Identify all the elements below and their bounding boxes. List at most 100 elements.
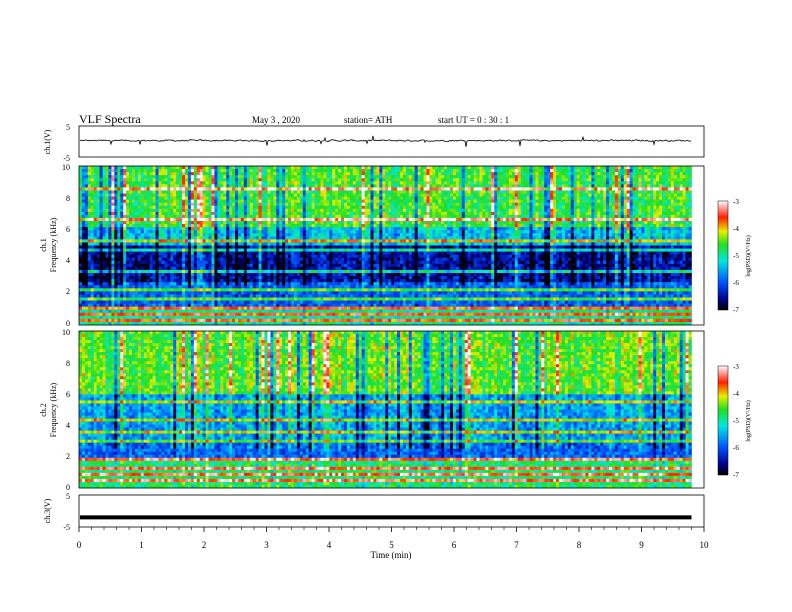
spec1-cell <box>267 193 271 197</box>
spec1-cell <box>638 181 642 185</box>
spec1-cell <box>367 217 371 222</box>
spec1-cell <box>332 193 336 197</box>
spec1-cell <box>140 184 145 188</box>
spec1-cell <box>505 190 510 194</box>
spec1-cell <box>99 184 103 188</box>
spec1-cell <box>385 224 389 228</box>
spec1-cell <box>544 196 548 200</box>
spec1-cell <box>567 227 572 231</box>
spec1-cell <box>99 208 103 213</box>
spec1-cell <box>553 236 557 240</box>
spec1-cell <box>170 169 174 173</box>
spec1-cell <box>235 187 239 191</box>
spec1-cell <box>567 233 572 237</box>
spec1-cell <box>423 199 427 203</box>
spec1-cell <box>282 227 286 231</box>
spec1-cell <box>96 221 100 225</box>
spec1-cell <box>667 214 672 219</box>
spec1-cell <box>611 184 616 188</box>
spec1-cell <box>408 199 413 203</box>
spec1-cell <box>158 187 162 191</box>
spec1-cell <box>246 181 251 185</box>
spec1-cell <box>603 214 607 219</box>
spec1-cell <box>326 172 330 176</box>
spec1-cell <box>140 224 145 228</box>
spec1-cell <box>588 208 592 213</box>
spec1-cell <box>511 172 516 176</box>
spec1-cell <box>647 214 651 219</box>
spec1-cell <box>208 208 212 213</box>
spec1-cell <box>529 208 533 213</box>
spec1-cell <box>314 181 318 185</box>
spec1-cell <box>662 199 666 203</box>
spec1-cell <box>623 236 628 240</box>
spec1-cell <box>414 193 418 197</box>
spec1-cell <box>229 178 233 182</box>
spec1-cell <box>588 230 592 234</box>
spec1-cell <box>349 208 354 213</box>
spec1-cell <box>447 233 451 237</box>
spec1-cell <box>146 214 150 219</box>
spec1-cell <box>249 230 254 234</box>
spec1-cell <box>667 227 672 231</box>
spec1-cell <box>358 217 362 222</box>
spec1-cell <box>117 227 121 231</box>
spec1-cell <box>185 172 189 176</box>
spec1-cell <box>688 199 692 203</box>
spec1-cell <box>267 233 271 237</box>
spec1-cell <box>591 205 595 210</box>
spec1-cell <box>279 205 283 210</box>
spec1-cell <box>376 193 380 197</box>
spec1-cell <box>81 193 86 197</box>
spec1-cell <box>382 190 386 194</box>
spec1-cell <box>532 190 536 194</box>
spec1-cell <box>588 169 592 173</box>
spec1-cell <box>632 172 636 176</box>
spec1-cell <box>199 175 203 179</box>
spec1-cell <box>544 187 548 191</box>
spec1-cell <box>676 178 681 182</box>
spec1-cell <box>261 166 265 170</box>
spec1-cell <box>685 178 689 182</box>
spec1-cell <box>497 233 501 237</box>
spec1-cell <box>553 214 557 219</box>
spec1-cell <box>576 184 580 188</box>
spec1-cell <box>582 208 586 213</box>
spec1-cell <box>190 221 195 225</box>
spec1-cell <box>597 166 601 170</box>
spec1-cell <box>346 196 351 200</box>
spec1-cell <box>479 190 483 194</box>
spec1-cell <box>167 187 171 191</box>
spec1-cell <box>520 169 524 173</box>
spec1-cell <box>464 199 468 203</box>
spec1-cell <box>491 172 495 176</box>
spec1-cell <box>538 227 542 231</box>
spec1-cell <box>355 221 360 225</box>
spec1-cell <box>591 224 595 228</box>
spec1-cell <box>600 187 604 191</box>
spec1-cell <box>505 227 510 231</box>
spec1-cell <box>226 178 230 182</box>
spec1-cell <box>140 230 145 234</box>
spec1-cell <box>373 221 377 225</box>
spec1-cell <box>414 205 418 210</box>
spec1-cell <box>609 202 613 207</box>
spec1-cell <box>302 202 307 207</box>
spec1-cell <box>335 181 339 185</box>
spec1-cell <box>385 175 389 179</box>
spec1-cell <box>676 187 681 191</box>
spec1-cell <box>155 190 159 194</box>
spec1-cell <box>523 190 527 194</box>
spec1-cell <box>264 233 268 237</box>
spec1-cell <box>111 208 115 213</box>
spec1-cell <box>517 178 521 182</box>
spec1-cell <box>611 221 616 225</box>
spec1-cell <box>479 172 483 176</box>
spec1-cell <box>579 211 583 216</box>
spec1-cell <box>111 196 115 200</box>
spec1-cell <box>497 178 501 182</box>
spec1-cell <box>385 205 389 210</box>
spec1-cell <box>476 224 480 228</box>
spec1-cell <box>600 221 604 225</box>
spec1-cell <box>606 221 610 225</box>
